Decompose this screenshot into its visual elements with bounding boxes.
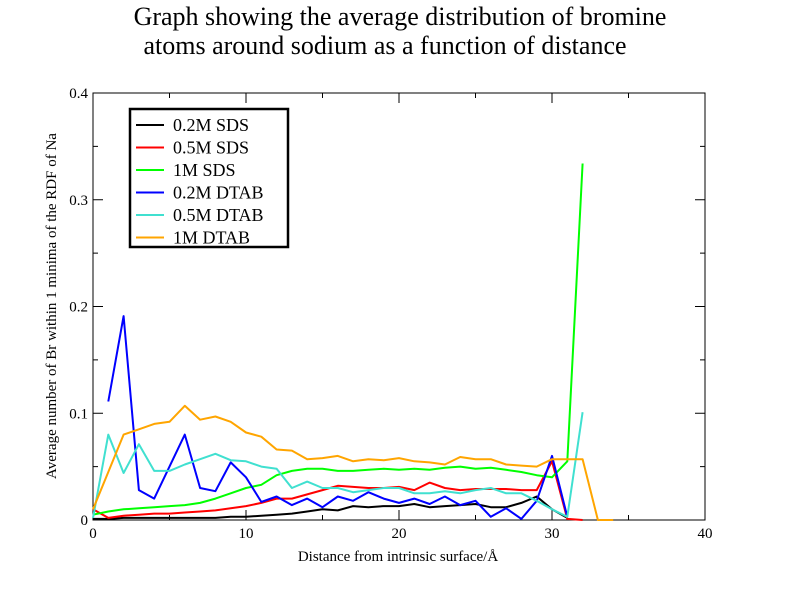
legend-entry: 0.5M SDS bbox=[173, 138, 249, 158]
y-tick-label: 0.3 bbox=[69, 193, 88, 209]
legend-entry: 0.2M SDS bbox=[173, 115, 249, 135]
legend-entry: 1M SDS bbox=[173, 160, 236, 180]
series-line-5 bbox=[92, 412, 584, 519]
chart-title-line-2: atoms around sodium as a function of dis… bbox=[143, 31, 626, 60]
chart-title-line-1: Graph showing the average distribution o… bbox=[134, 2, 667, 31]
y-axis-label: Average number of Br within 1 minima of … bbox=[44, 133, 60, 479]
series-line-3 bbox=[92, 163, 584, 516]
x-tick-label: 30 bbox=[545, 526, 560, 542]
y-tick-label: 0.1 bbox=[69, 406, 88, 422]
y-tick-label: 0 bbox=[81, 513, 89, 529]
legend-entry: 0.2M DTAB bbox=[173, 183, 264, 203]
x-axis-label: Distance from intrinsic surface/Å bbox=[298, 549, 499, 565]
y-tick-label: 0.4 bbox=[69, 86, 88, 102]
series-line-4 bbox=[107, 315, 569, 520]
x-tick-label: 10 bbox=[239, 526, 254, 542]
series-line-6 bbox=[92, 404, 614, 521]
x-tick-label: 20 bbox=[392, 526, 407, 542]
series-line-1 bbox=[93, 495, 568, 520]
legend-box bbox=[128, 107, 290, 249]
legend-entry: 1M DTAB bbox=[173, 228, 250, 248]
legend-entry: 0.5M DTAB bbox=[173, 205, 264, 225]
x-tick-label: 40 bbox=[698, 526, 713, 542]
y-tick-label: 0.2 bbox=[69, 300, 88, 316]
series-line-2 bbox=[92, 460, 583, 521]
x-tick-label: 0 bbox=[89, 526, 97, 542]
